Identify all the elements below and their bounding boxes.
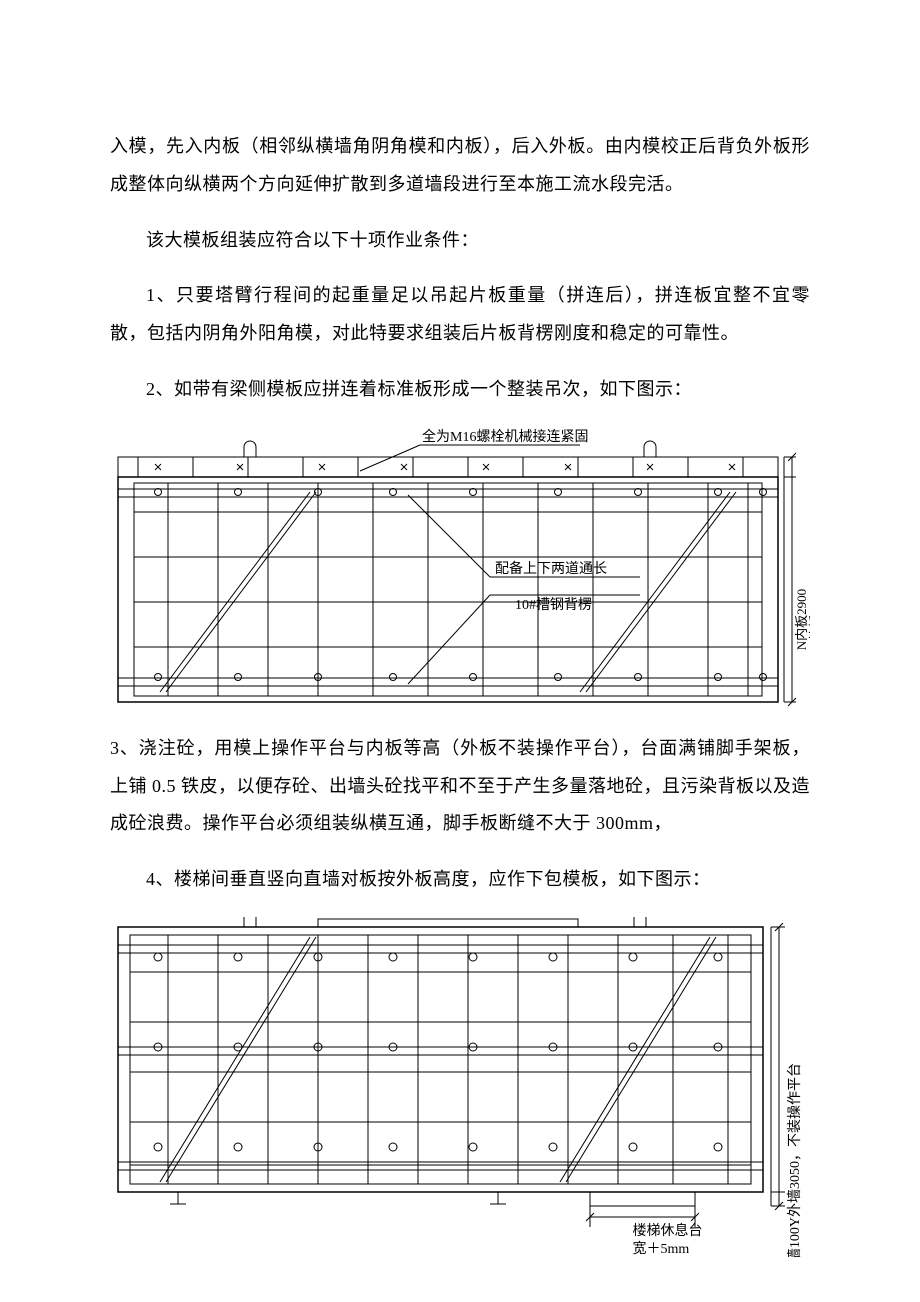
svg-text:N内板2900: N内板2900 — [794, 589, 809, 650]
diagram-2-container: 楼梯休息台宽＋5mm 下包墙100Y外墙3050，不装操作平台 — [110, 917, 810, 1257]
paragraph-6: 4、楼梯间垂直竖向直墙对板按外板高度，应作下包模板，如下图示： — [110, 861, 810, 899]
paragraph-3: 1、只要塔臂行程间的起重量足以吊起片板重量（拼连后），拼连板宜整不宜零散，包括内… — [110, 277, 810, 353]
diagram-1-container: 全为M16螺栓机械接连紧固配备上下两道通长 10#槽钢背楞 N内板2900Y外板30… — [110, 427, 810, 712]
diagram-2: 楼梯休息台宽＋5mm 下包墙100Y外墙3050，不装操作平台 — [110, 917, 810, 1257]
svg-text:宽＋5mm: 宽＋5mm — [633, 1240, 690, 1257]
paragraph-2: 该大模板组装应符合以下十项作业条件： — [110, 222, 810, 260]
diagram-1: 全为M16螺栓机械接连紧固配备上下两道通长 10#槽钢背楞 N内板2900Y外板30… — [110, 427, 810, 712]
svg-text:楼梯休息台: 楼梯休息台 — [633, 1222, 703, 1239]
svg-text:Y外板3050: Y外板3050 — [808, 589, 810, 650]
paragraph-5: 3、浇注砼，用模上操作平台与内板等高（外板不装操作平台），台面满铺脚手架板，上铺… — [110, 730, 810, 843]
paragraph-1: 入模，先入内板（相邻纵横墙角阴角模和内板），后入外板。由内模校正后背负外板形成整… — [110, 128, 810, 204]
paragraph-4: 2、如带有梁侧模板应拼连着标准板形成一个整装吊次，如下图示： — [110, 371, 810, 409]
svg-text:下包墙100Y外墙3050，不装操作平台: 下包墙100Y外墙3050，不装操作平台 — [787, 1063, 803, 1257]
svg-text:10#槽钢背楞: 10#槽钢背楞 — [515, 597, 592, 613]
svg-text:配备上下两道通长: 配备上下两道通长 — [495, 560, 607, 577]
svg-text:全为M16螺栓机械接连紧固: 全为M16螺栓机械接连紧固 — [422, 428, 588, 445]
document-page: 入模，先入内板（相邻纵横墙角阴角模和内板），后入外板。由内模校正后背负外板形成整… — [0, 0, 920, 1302]
